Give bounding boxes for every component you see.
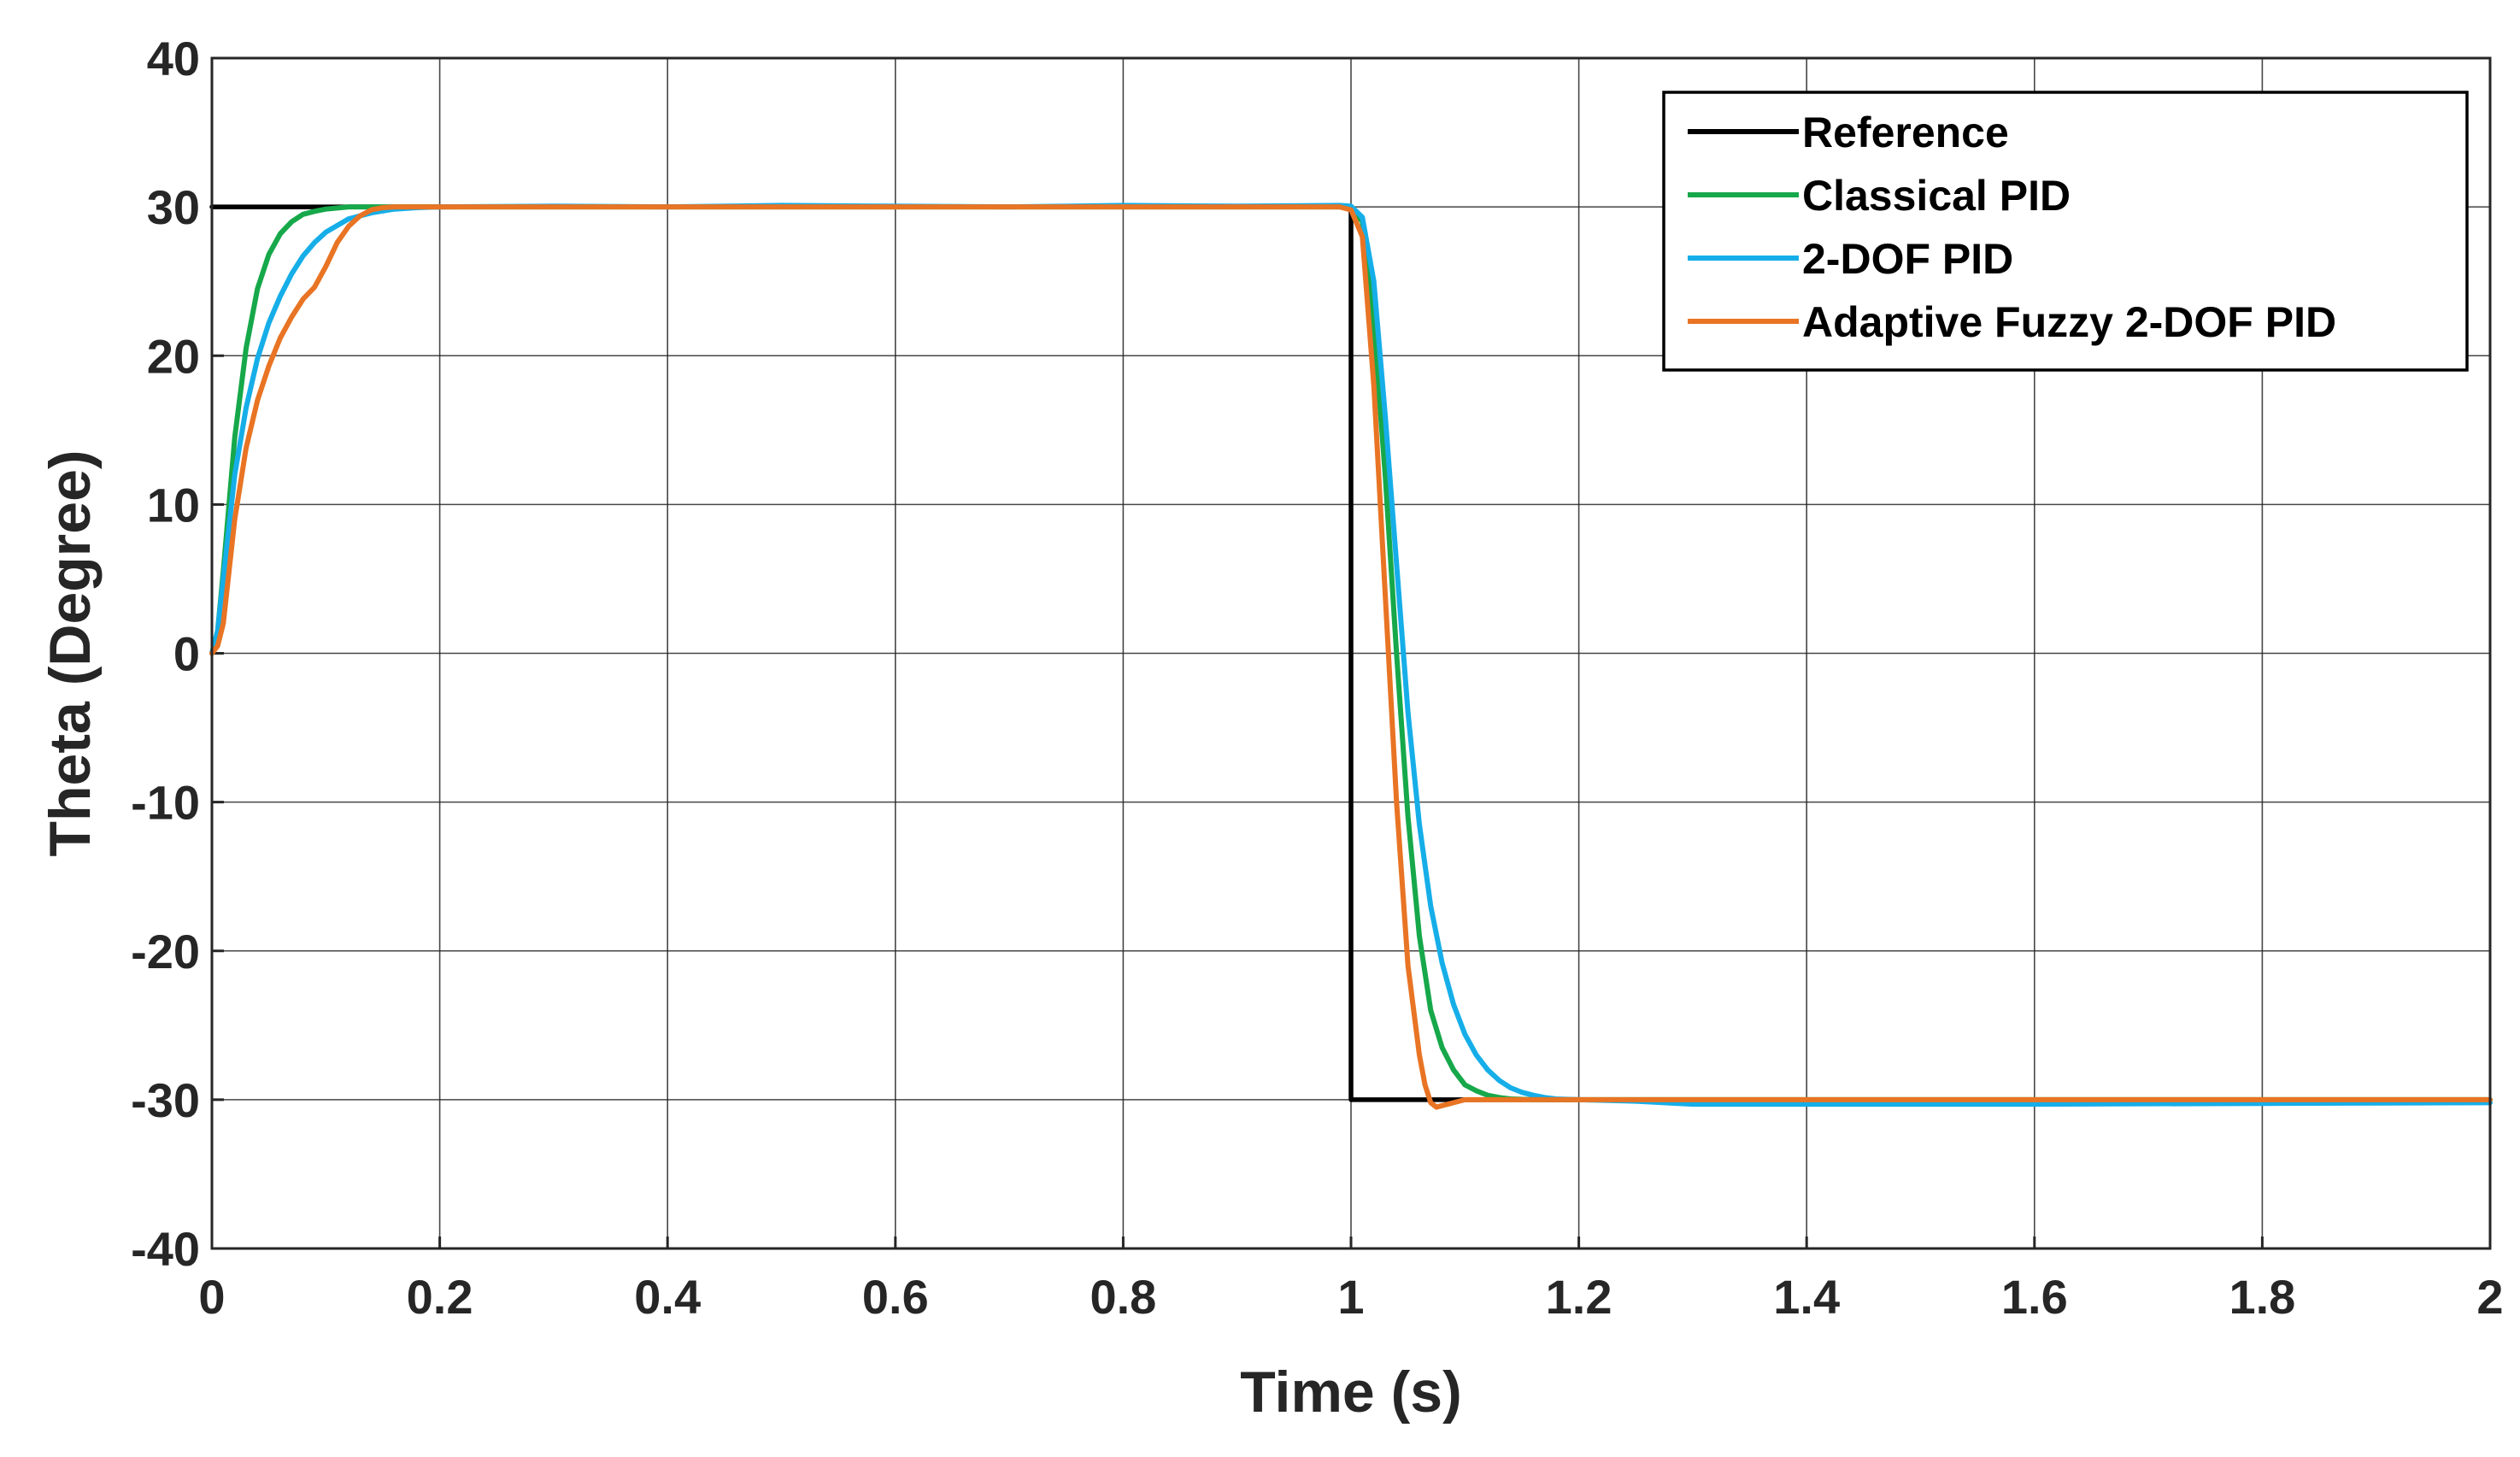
legend: Reference Classical PID 2-DOF PID Adaptive … (1662, 91, 2469, 372)
y-tick-label: -20 (131, 925, 200, 978)
x-tick-label: 1.2 (1546, 1270, 1612, 1324)
x-tick-label: 0.4 (634, 1270, 701, 1324)
tick-labels: 0 0.2 0.4 0.6 0.8 1 1.2 1.4 1.6 1.8 2 -40 -30 -20 -10 0… (131, 32, 2504, 1324)
x-tick-label: 1 (1337, 1270, 1364, 1324)
y-tick-label: -40 (131, 1222, 200, 1276)
x-axis-title: Time (s) (1240, 1360, 1461, 1425)
y-tick-label: 30 (147, 180, 200, 234)
y-tick-label: -30 (131, 1073, 200, 1127)
x-tick-label: 1.4 (1773, 1270, 1840, 1324)
legend-label-classical-pid: Classical PID (1802, 172, 2071, 220)
y-tick-label: 0 (173, 627, 200, 681)
legend-label-2-dof-pid: 2-DOF PID (1802, 235, 2013, 283)
x-tick-label: 2 (2476, 1270, 2503, 1324)
y-tick-label: 20 (147, 329, 200, 383)
y-axis-title: Theta (Degree) (38, 449, 103, 856)
x-tick-label: 0.6 (862, 1270, 929, 1324)
y-tick-label: 10 (147, 478, 200, 532)
series-line-adaptive-fuzzy-2-dof-pid (209, 204, 2493, 1110)
series-group (209, 203, 2493, 1110)
series-line-2-dof-pid (209, 203, 2493, 1107)
x-tick-label: 0.2 (407, 1270, 473, 1324)
legend-label-reference: Reference (1802, 109, 2009, 156)
x-tick-label: 0.8 (1090, 1270, 1156, 1324)
y-tick-label: -10 (131, 776, 200, 830)
legend-label-adaptive-fuzzy-2-dof-pid: Adaptive Fuzzy 2-DOF PID (1802, 298, 2336, 346)
x-tick-label: 1.8 (2229, 1270, 2295, 1324)
x-tick-label: 1.6 (2001, 1270, 2068, 1324)
axes (210, 56, 2492, 1250)
y-tick-label: 40 (147, 32, 200, 85)
x-tick-label: 0 (198, 1270, 225, 1324)
plot-frame (210, 56, 2492, 1250)
